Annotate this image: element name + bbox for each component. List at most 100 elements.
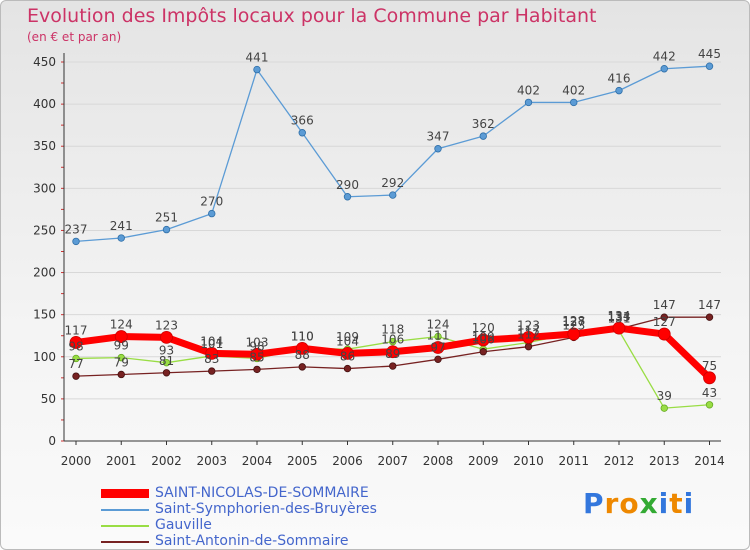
data-label: 88	[295, 348, 310, 362]
data-label: 441	[246, 51, 269, 65]
y-tick-label: 100	[33, 350, 56, 364]
data-point	[295, 341, 309, 355]
data-label: 362	[472, 117, 495, 131]
y-tick-label: 300	[33, 181, 56, 195]
data-point	[208, 367, 216, 375]
x-tick-label: 2013	[649, 454, 680, 468]
data-point	[524, 342, 533, 351]
data-point	[389, 337, 397, 346]
brand-letter: o	[619, 487, 640, 520]
data-label: 123	[562, 318, 585, 332]
data-label: 131	[608, 312, 631, 326]
data-point	[117, 370, 125, 379]
data-point	[117, 234, 125, 242]
legend-swatch	[101, 525, 149, 527]
data-label: 123	[517, 318, 540, 332]
data-label: 86	[340, 350, 355, 364]
brand-letter: x	[639, 487, 659, 520]
data-point	[479, 132, 487, 140]
x-tick-label: 2012	[604, 454, 635, 468]
x-tick-label: 2011	[558, 454, 589, 468]
brand-letter: t	[669, 487, 684, 520]
data-point	[431, 341, 445, 354]
data-point	[476, 333, 490, 347]
data-point	[160, 331, 173, 344]
legend-swatch	[101, 541, 149, 543]
y-tick-label: 0	[48, 434, 56, 448]
data-point	[705, 62, 714, 70]
data-point	[253, 65, 261, 74]
x-tick-label: 2002	[151, 454, 182, 468]
data-label: 104	[336, 334, 359, 348]
data-point	[660, 404, 668, 412]
brand-letter: r	[604, 487, 620, 520]
data-label: 93	[159, 344, 174, 358]
data-label: 270	[200, 195, 223, 209]
data-label: 147	[698, 298, 721, 312]
y-tick-label: 250	[33, 223, 56, 237]
data-point	[479, 348, 487, 356]
data-point	[570, 98, 578, 107]
data-label: 79	[114, 355, 129, 369]
data-point	[162, 225, 171, 234]
data-label: 110	[291, 329, 314, 343]
brand-letter: P	[583, 487, 605, 520]
legend-label: Gauville	[155, 517, 212, 533]
data-label: 237	[65, 222, 88, 236]
data-label: 127	[562, 315, 585, 329]
x-tick-label: 2008	[423, 454, 454, 468]
data-label: 97	[430, 340, 445, 354]
data-label: 85	[249, 350, 264, 364]
data-point	[162, 369, 171, 377]
data-point	[660, 313, 668, 321]
data-point	[389, 191, 397, 199]
data-point	[114, 330, 128, 343]
data-label: 402	[517, 83, 540, 97]
chart-title: Evolution des Impôts locaux pour la Comm…	[27, 5, 597, 27]
x-tick-label: 2004	[242, 454, 273, 468]
axes: 0 50 100 150 200 250 300 350 400 450 2000 2001 2002 2…	[33, 53, 725, 468]
data-label: 89	[385, 347, 400, 361]
data-point	[117, 353, 125, 362]
grid-lines	[64, 61, 721, 400]
data-point	[72, 372, 80, 380]
data-point	[386, 345, 400, 359]
x-tick-label: 2009	[468, 454, 499, 468]
data-point	[705, 401, 714, 409]
data-point	[705, 313, 714, 321]
data-point	[522, 331, 535, 344]
brand-letter: i	[658, 487, 670, 520]
data-label: 83	[204, 352, 219, 366]
y-tick-label: 450	[33, 55, 56, 69]
data-label: 292	[381, 176, 404, 190]
data-point	[298, 129, 306, 137]
brand-letter: i	[683, 487, 695, 520]
data-label: 133	[608, 310, 631, 324]
data-point	[657, 327, 671, 341]
legend-label: SAINT-NICOLAS-DE-SOMMAIRE	[155, 485, 369, 501]
x-tick-label: 2001	[106, 454, 137, 468]
y-tick-label: 150	[33, 308, 56, 322]
data-label: 75	[702, 359, 717, 373]
data-label: 127	[653, 315, 676, 329]
data-point	[703, 371, 716, 385]
chart-subtitle: (en € et par an)	[27, 30, 122, 44]
x-tick-label: 2005	[287, 454, 318, 468]
data-label: 117	[65, 323, 88, 337]
data-point	[253, 365, 261, 374]
data-label: 117	[517, 323, 540, 337]
data-label: 81	[159, 354, 174, 368]
data-point	[660, 65, 668, 73]
data-label: 111	[427, 329, 450, 343]
data-point	[567, 327, 581, 341]
data-point	[298, 363, 306, 371]
data-point	[208, 209, 216, 218]
data-label: 106	[381, 333, 404, 347]
data-label: 98	[68, 339, 83, 353]
data-label: 109	[336, 330, 359, 344]
legend-swatch	[101, 489, 149, 498]
data-label: 120	[472, 321, 495, 335]
data-label: 98	[249, 339, 264, 353]
